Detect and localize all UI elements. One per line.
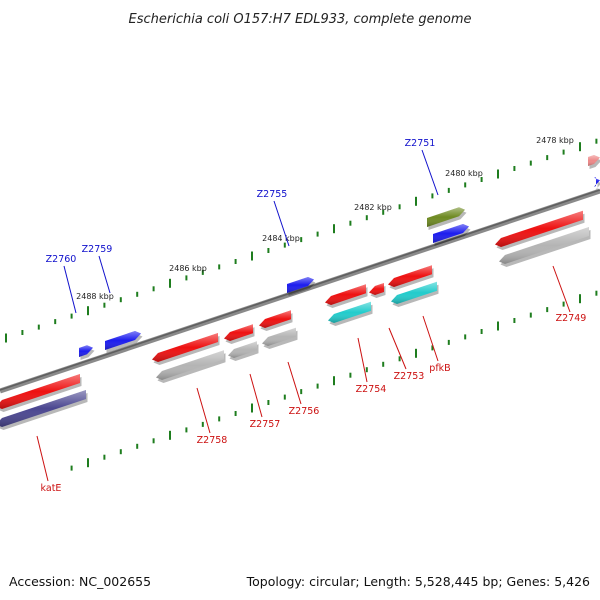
gene-highlight bbox=[499, 227, 589, 264]
genome-backbone bbox=[0, 188, 600, 394]
gene-arrow-z2757 bbox=[224, 324, 255, 344]
gene-highlight bbox=[594, 177, 600, 187]
gene-arrow-z2754 bbox=[325, 284, 368, 308]
tick-marks bbox=[5, 138, 598, 471]
gene-label: Z2754 bbox=[356, 384, 387, 395]
kbp-label: 2478 kbp bbox=[536, 136, 574, 145]
gene-highlight bbox=[228, 341, 257, 358]
gene-arrow-z2756 bbox=[259, 310, 293, 331]
gene-arrow-pink bbox=[588, 155, 600, 169]
callout-line bbox=[63, 265, 77, 314]
gene-label: katE bbox=[41, 483, 62, 494]
gene-arrow-pfkb bbox=[388, 265, 434, 290]
gene-arrow-grey bbox=[228, 341, 259, 361]
gene-arrow-cyan bbox=[391, 281, 439, 307]
gene-label: Z2758 bbox=[197, 435, 228, 446]
gene-arrow-navy bbox=[0, 390, 88, 430]
callout-line bbox=[249, 373, 263, 418]
gene-label: Z2757 bbox=[250, 419, 281, 430]
callout-line bbox=[36, 435, 49, 482]
kbp-label: 2484 kbp bbox=[262, 234, 300, 243]
gene-highlight bbox=[262, 327, 296, 346]
gene-highlight bbox=[495, 210, 583, 247]
gene-highlight bbox=[391, 281, 437, 304]
gene-highlight bbox=[388, 265, 432, 287]
gene-arrow-grey bbox=[262, 327, 298, 349]
gene-arrow-kate bbox=[0, 374, 82, 412]
gene-highlight bbox=[433, 224, 469, 243]
callout-line bbox=[422, 315, 439, 362]
callout-line bbox=[287, 361, 302, 405]
gene-highlight bbox=[325, 284, 366, 305]
gene-arrow-z2751 bbox=[427, 207, 467, 230]
gene-arrow-z2760 bbox=[79, 345, 95, 360]
gene-callouts: Z2751 Z2755 Z2759 Z2760 Z2749 pfkB Z2753 Z2754 Z… bbox=[36, 138, 587, 494]
kbp-label: 2480 kbp bbox=[445, 169, 483, 178]
callout-line bbox=[196, 387, 211, 434]
gene-arrow-z2755 bbox=[287, 277, 316, 296]
callout-line bbox=[273, 200, 290, 247]
gene-label: Z2751 bbox=[405, 138, 436, 149]
gene-label: Z2756 bbox=[289, 406, 320, 417]
accession-text: Accession: NC_002655 bbox=[9, 574, 151, 589]
gene-label: pfkB bbox=[429, 363, 450, 374]
topology-text: Topology: circular; Length: 5,528,445 bp… bbox=[246, 574, 590, 589]
callout-line bbox=[357, 337, 368, 383]
gene-highlight bbox=[427, 207, 465, 227]
callout-line bbox=[388, 327, 407, 370]
gene-highlight bbox=[224, 324, 253, 341]
gene-highlight bbox=[588, 155, 600, 166]
gene-highlight bbox=[369, 283, 384, 295]
kbp-label: 2488 kbp bbox=[76, 292, 114, 301]
gene-arrow-grey bbox=[499, 227, 591, 267]
gene-highlight bbox=[79, 345, 93, 357]
gene-arrow-grey bbox=[156, 350, 226, 383]
gene-arrow-blue bbox=[594, 177, 600, 190]
callout-line bbox=[98, 255, 111, 294]
callout-line bbox=[552, 265, 571, 313]
gene-arrow-z2749 bbox=[495, 210, 585, 250]
kbp-labels: 2478 kbp 2480 kbp 2482 kbp 2484 kbp 2486 kbp… bbox=[76, 136, 574, 301]
gene-label: Z2749 bbox=[556, 313, 587, 324]
gene-label: Z2755 bbox=[257, 189, 288, 200]
gene-highlight bbox=[105, 331, 141, 350]
map-title: Escherichia coli O157:H7 EDL933, complet… bbox=[129, 12, 472, 27]
kbp-label: 2486 kbp bbox=[169, 264, 207, 273]
gene-arrow-z2759 bbox=[105, 331, 143, 353]
callout-line bbox=[421, 149, 439, 196]
gene-label: Z2760 bbox=[46, 254, 77, 265]
genome-backbone-edge bbox=[0, 189, 600, 391]
gene-arrow-z2758 bbox=[152, 333, 220, 365]
gene-highlight bbox=[259, 310, 291, 328]
gene-highlight bbox=[156, 350, 224, 380]
gene-highlight bbox=[287, 277, 314, 293]
gene-highlight bbox=[328, 301, 371, 323]
gene-arrow-cyan bbox=[328, 301, 373, 326]
gene-arrow-blue bbox=[433, 224, 471, 246]
gene-shadow bbox=[595, 180, 600, 190]
gene-highlight bbox=[0, 390, 86, 427]
gene-highlight bbox=[0, 374, 80, 409]
gene-label: Z2753 bbox=[394, 371, 425, 382]
gene-label: Z2759 bbox=[82, 244, 113, 255]
kbp-label: 2482 kbp bbox=[354, 203, 392, 212]
gene-arrow-z2753 bbox=[369, 283, 386, 298]
gene-highlight bbox=[152, 333, 218, 362]
gene-features bbox=[0, 155, 600, 430]
